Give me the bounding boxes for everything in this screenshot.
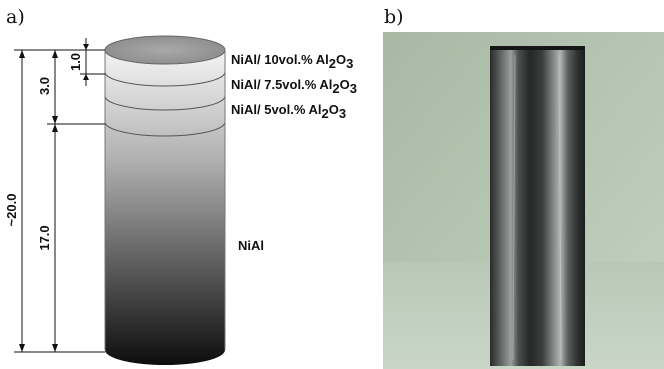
layer-boundary-1 xyxy=(104,71,226,87)
layer-boundary-3 xyxy=(104,121,226,137)
layer-label-7-5: NiAl/ 7.5vol.% Al2O3 xyxy=(231,77,357,96)
sample-photograph xyxy=(383,32,664,369)
layer-label-10: NiAl/ 10vol.% Al2O3 xyxy=(231,52,353,71)
cylinder-top-face xyxy=(104,35,226,65)
dim-base-label: 17.0 xyxy=(37,225,52,250)
graded-cylinder-schematic: ~20.0 3.0 1.0 17.0 NiAl/ 10vol.% Al2O3 N… xyxy=(4,35,357,365)
layer-label-5: NiAl/ 5vol.% Al2O3 xyxy=(231,102,346,121)
dim-top-layer-label: 1.0 xyxy=(68,53,83,71)
metal-cylinder xyxy=(490,46,585,366)
dim-total-label: ~20.0 xyxy=(4,194,19,227)
dimension-lines xyxy=(14,38,105,353)
panel-b-label: b) xyxy=(384,6,404,28)
cylinder-body xyxy=(105,50,225,365)
layer-boundary-2 xyxy=(104,95,226,111)
panel-a-label: a) xyxy=(6,6,25,28)
cylinder-top-edge xyxy=(490,46,585,50)
dimension-arrows xyxy=(19,44,89,352)
base-label: NiAl xyxy=(238,238,264,253)
dim-graded-label: 3.0 xyxy=(37,77,52,95)
